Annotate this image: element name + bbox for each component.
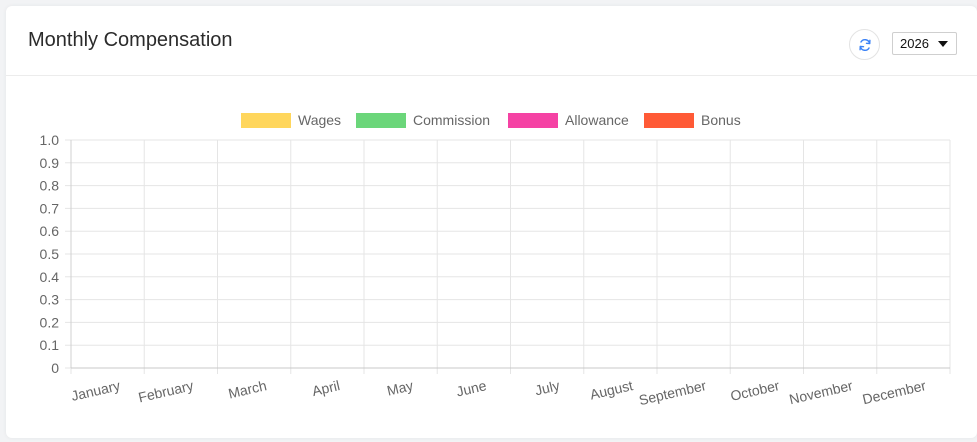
chevron-down-icon [938,41,948,47]
x-tick-label: April [311,377,342,399]
legend-label: Wages [298,112,341,128]
x-tick-label: September [637,377,708,408]
y-tick-label: 0.3 [40,292,60,308]
x-tick-label: November [788,377,855,407]
legend-label: Allowance [565,112,629,128]
y-tick-label: 0.4 [40,269,60,285]
x-tick-label: June [455,377,488,399]
y-tick-label: 0.6 [40,223,60,239]
legend-item[interactable]: Wages [241,112,341,128]
y-tick-label: 0.1 [40,337,60,353]
axis-layer: 1.0 0.9 0.8 0.7 0.6 0.5 0.4 0.3 0.2 0.1 0 January Fe… [40,132,950,408]
year-select-value: 2026 [900,36,929,51]
x-tick-label: May [385,377,414,399]
legend-item[interactable]: Allowance [508,112,629,128]
page-title: Monthly Compensation [28,29,233,51]
legend-item[interactable]: Bonus [644,112,741,128]
y-tick-label: 0 [51,360,59,376]
chart-legend: Wages Commission Allowance Bonus [241,112,741,128]
legend-swatch [644,113,694,128]
x-tick-label: February [137,377,195,405]
legend-swatch [508,113,558,128]
compensation-card: Monthly Compensation 2026 [6,6,977,438]
y-tick-label: 0.9 [40,155,60,171]
y-tick-label: 1.0 [40,132,60,148]
card-header: Monthly Compensation 2026 [6,6,977,76]
x-tick-label: December [861,377,928,407]
legend-label: Bonus [701,112,741,128]
legend-label: Commission [413,112,490,128]
legend-item[interactable]: Commission [356,112,490,128]
year-select[interactable]: 2026 [892,32,957,55]
y-tick-label: 0.7 [40,200,60,216]
x-tick-label: March [227,377,269,401]
x-tick-label: August [588,377,634,402]
legend-swatch [356,113,406,128]
y-tick-label: 0.8 [40,178,60,194]
refresh-icon [858,38,871,51]
x-tick-label: October [729,377,781,404]
grid-layer [65,139,951,374]
x-tick-label: January [70,377,122,404]
y-tick-label: 0.5 [40,246,60,262]
refresh-button[interactable] [849,29,880,60]
legend-swatch [241,113,291,128]
x-tick-label: July [533,377,561,398]
y-tick-label: 0.2 [40,314,60,330]
